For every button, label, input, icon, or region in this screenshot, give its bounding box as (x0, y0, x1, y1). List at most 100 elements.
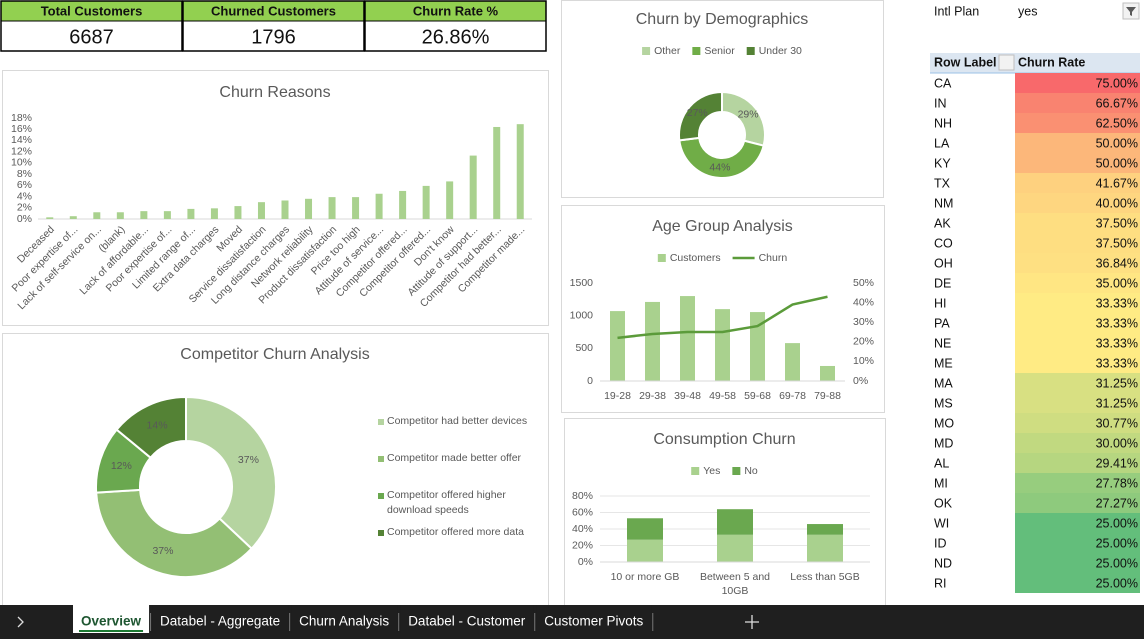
bar (140, 211, 148, 219)
legend-marker (378, 493, 384, 499)
bar (645, 301, 660, 381)
data-label: 37% (152, 545, 173, 557)
rate-cell (1015, 393, 1140, 413)
bar (610, 311, 625, 381)
rate-cell (1015, 373, 1140, 393)
rate-cell (1015, 513, 1140, 533)
y-tick-label: 6% (17, 179, 32, 191)
row-label: KY (934, 156, 951, 170)
legend-marker (642, 47, 651, 55)
y-tick-label: 60% (572, 506, 593, 518)
y-tick-label: 12% (11, 145, 32, 157)
rate-cell (1015, 293, 1140, 313)
legend-entry: Competitor made better offer (387, 452, 521, 464)
row-label: HI (934, 296, 947, 310)
rate-label: 25.00% (1096, 536, 1138, 550)
doughnut-slice (678, 136, 765, 179)
y-tick-label: 0% (578, 556, 593, 568)
chart-title: Consumption Churn (653, 431, 795, 448)
sheet-tab[interactable] (400, 605, 534, 633)
sheet-tab[interactable] (536, 605, 652, 633)
rate-label: 50.00% (1096, 136, 1138, 150)
y-tick-label: 40% (853, 296, 874, 308)
legend: Other Senior Under 30 (642, 45, 802, 57)
tab-label[interactable]: Customer Pivots (544, 614, 643, 629)
legend-label: Yes (703, 465, 720, 477)
rate-label: 36.84% (1096, 256, 1138, 270)
legend-marker (746, 47, 755, 55)
rate-label: 25.00% (1096, 576, 1138, 590)
y-tick-label: 0% (17, 213, 32, 225)
bar (305, 198, 313, 219)
sheet-tab[interactable] (152, 605, 289, 633)
sort-button[interactable] (998, 54, 1015, 71)
row-label: RI (934, 576, 947, 590)
bar (715, 309, 730, 381)
row-label: CA (934, 76, 952, 90)
rate-label: 37.50% (1096, 216, 1138, 230)
x-tick-label-box: 10 or more GB (611, 571, 680, 583)
x-tick-label: 59-68 (744, 390, 771, 402)
rate-label: 27.78% (1096, 476, 1138, 490)
y-tick-label: 0 (587, 375, 593, 387)
rate-cell (1015, 213, 1140, 233)
bar (399, 190, 407, 219)
legend-label: Competitor offered higher download speed… (387, 489, 506, 516)
rate-cell (1015, 533, 1140, 553)
bar-segment (717, 509, 753, 535)
row-label: ID (934, 536, 947, 550)
row-label: ND (934, 556, 952, 570)
rate-cell (1015, 233, 1140, 253)
row-label: MA (934, 376, 953, 390)
line-series (617, 295, 828, 340)
rate-cell (1015, 93, 1140, 113)
rate-label: 33.33% (1096, 336, 1138, 350)
y-tick-label: 50% (853, 277, 874, 289)
rate-label: 35.00% (1096, 276, 1138, 290)
rate-label: 29.41% (1096, 456, 1138, 470)
y-tick-label: 1000 (570, 309, 594, 321)
kpi-label: Churn Rate % (413, 3, 499, 18)
legend-entry: Competitor offered higher download speed… (387, 489, 506, 516)
chart-panel (2, 333, 549, 606)
row-label: CO (934, 236, 953, 250)
rate-cell (1015, 473, 1140, 493)
y-tick-label: 16% (11, 123, 32, 135)
bar (69, 216, 77, 219)
y-tick-label: 10% (853, 355, 874, 367)
bar (469, 155, 477, 219)
x-tick-label-box: Less than 5GB (790, 571, 859, 583)
bar-segment (627, 539, 663, 562)
chart-title: Churn Reasons (219, 84, 330, 101)
rate-cell (1015, 433, 1140, 453)
tab-label[interactable]: Databel - Aggregate (160, 614, 280, 629)
tab-label[interactable]: Overview (81, 614, 142, 629)
scroll-arrow[interactable] (17, 616, 24, 628)
legend-marker (732, 467, 741, 475)
y-tick-label: 1500 (570, 277, 594, 289)
doughnut-slice (95, 488, 254, 578)
sheet-tab[interactable] (291, 605, 398, 633)
bar-segment (627, 518, 663, 540)
rate-label: 31.25% (1096, 396, 1138, 410)
y-tick-label: 500 (575, 342, 593, 354)
kpi-value: 6687 (69, 26, 114, 48)
sheet-tab[interactable] (73, 605, 150, 633)
rate-label: 50.00% (1096, 156, 1138, 170)
row-label: NE (934, 336, 951, 350)
add-sheet[interactable] (745, 615, 759, 629)
kpi-header-bg (365, 1, 546, 21)
tab-label[interactable]: Churn Analysis (299, 614, 389, 629)
bar (785, 343, 800, 381)
row-label: WI (934, 516, 949, 530)
rate-label: 27.27% (1096, 496, 1138, 510)
tab-label[interactable]: Databel - Customer (408, 614, 526, 629)
row-label: DE (934, 276, 951, 290)
legend-marker (378, 530, 384, 536)
legend-marker (378, 419, 384, 425)
legend: Customers Churn (657, 252, 787, 264)
filter-label: Intl Plan (934, 4, 979, 18)
bar (750, 312, 765, 381)
bar-segment (807, 534, 843, 562)
